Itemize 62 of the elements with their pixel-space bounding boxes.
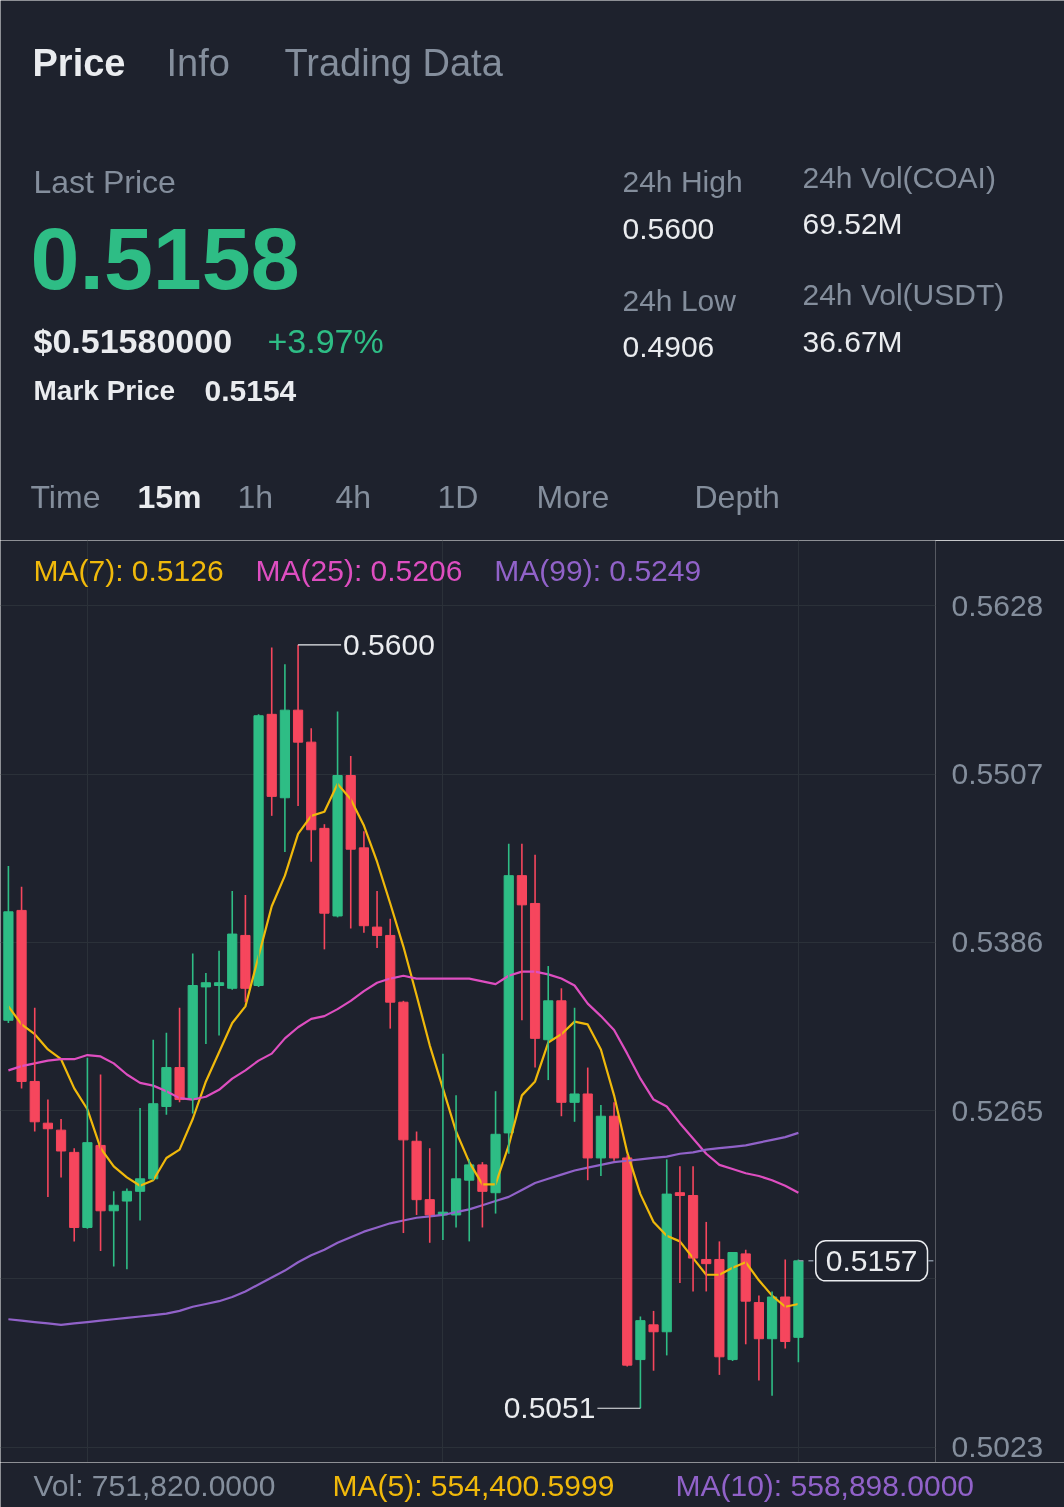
text: +3.97% bbox=[267, 321, 384, 360]
text: 69.52M bbox=[802, 207, 903, 240]
text: MA(99): 0.5249 bbox=[494, 554, 702, 587]
annotation: 0.5051 bbox=[503, 1391, 596, 1425]
text: 24h Vol(USDT) bbox=[802, 278, 1005, 311]
candlestick bbox=[16, 885, 27, 1090]
text: 4h bbox=[335, 478, 372, 515]
text: Mark Price bbox=[33, 375, 176, 406]
text: Time bbox=[30, 478, 101, 515]
candlestick bbox=[200, 972, 212, 1045]
text: MA(7): 0.5126 bbox=[33, 554, 224, 587]
candlestick bbox=[398, 1000, 409, 1234]
candlestick bbox=[95, 1073, 106, 1252]
candlestick bbox=[319, 823, 330, 951]
y-tick-label: 0.5386 bbox=[951, 925, 1044, 959]
text: Info bbox=[166, 41, 230, 84]
ref-line-label: 0.5157 bbox=[825, 1243, 918, 1277]
candlestick bbox=[569, 1006, 580, 1123]
text: 24h High bbox=[622, 165, 743, 198]
text: Price bbox=[32, 41, 126, 84]
text: $0.51580000 bbox=[33, 321, 233, 360]
candlestick bbox=[332, 710, 343, 919]
text: More bbox=[536, 478, 610, 515]
candlestick bbox=[253, 713, 264, 988]
text: Vol: 751,820.0000 bbox=[33, 1468, 276, 1502]
annotation: 0.5600 bbox=[343, 627, 435, 661]
y-tick-label: 0.5628 bbox=[951, 588, 1044, 622]
y-tick-label: 0.5023 bbox=[951, 1430, 1044, 1464]
candlestick bbox=[727, 1251, 738, 1362]
candlestick bbox=[174, 1006, 185, 1104]
text: 0.5600 bbox=[622, 211, 715, 245]
text: 0.4906 bbox=[622, 329, 715, 363]
candlestick bbox=[556, 987, 567, 1118]
line-series bbox=[7, 1131, 800, 1326]
candlestick bbox=[240, 894, 251, 1003]
candlestick bbox=[82, 1057, 93, 1230]
text: 1h bbox=[237, 478, 274, 515]
text: 1D bbox=[437, 478, 479, 515]
candlestick bbox=[648, 1310, 659, 1372]
text: 36.67M bbox=[802, 325, 903, 358]
candlestick bbox=[714, 1240, 725, 1376]
text: 24h Vol(COAI) bbox=[802, 161, 996, 194]
candlestick bbox=[635, 1315, 646, 1410]
candlestick bbox=[793, 1258, 804, 1364]
line-series bbox=[7, 970, 800, 1194]
candlestick bbox=[161, 1031, 172, 1116]
text: 0.5154 bbox=[204, 373, 297, 407]
text: MA(25): 0.5206 bbox=[255, 554, 463, 587]
text: 24h Low bbox=[622, 284, 737, 317]
text: MA(5): 554,400.5999 bbox=[332, 1468, 615, 1502]
line-series bbox=[7, 782, 800, 1308]
text: Last Price bbox=[33, 163, 176, 200]
candlestick bbox=[411, 1130, 422, 1216]
text: 15m bbox=[137, 478, 202, 515]
text: Depth bbox=[694, 478, 780, 515]
text: 0.5158 bbox=[30, 209, 300, 308]
candlestick bbox=[3, 865, 14, 1024]
text: Trading Data bbox=[284, 41, 504, 84]
candlestick bbox=[490, 1090, 501, 1215]
y-tick-label: 0.5265 bbox=[951, 1093, 1044, 1127]
y-tick-label: 0.5507 bbox=[951, 757, 1044, 791]
text: MA(10): 558,898.0000 bbox=[675, 1468, 975, 1502]
